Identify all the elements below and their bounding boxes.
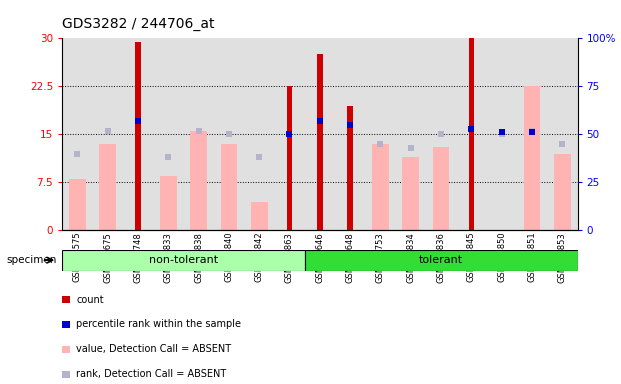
Text: non-tolerant: non-tolerant — [149, 255, 218, 265]
Bar — [317, 55, 322, 230]
Bar — [135, 41, 140, 230]
Bar — [524, 86, 540, 230]
Bar — [372, 144, 389, 230]
Bar — [347, 106, 353, 230]
Bar — [62, 250, 305, 271]
Bar — [305, 250, 578, 271]
Text: tolerant: tolerant — [419, 255, 463, 265]
Text: percentile rank within the sample: percentile rank within the sample — [76, 319, 241, 329]
Bar — [99, 144, 116, 230]
Text: rank, Detection Call = ABSENT: rank, Detection Call = ABSENT — [76, 369, 227, 379]
Text: specimen: specimen — [6, 255, 57, 265]
Bar — [287, 86, 292, 230]
Bar — [402, 157, 419, 230]
Bar — [554, 154, 571, 230]
Bar — [469, 38, 474, 230]
Text: GDS3282 / 244706_at: GDS3282 / 244706_at — [62, 17, 215, 31]
Text: value, Detection Call = ABSENT: value, Detection Call = ABSENT — [76, 344, 231, 354]
Bar — [69, 179, 86, 230]
Text: count: count — [76, 295, 104, 305]
Bar — [160, 176, 176, 230]
Bar — [190, 131, 207, 230]
Bar — [433, 147, 450, 230]
Bar — [220, 144, 237, 230]
Bar — [251, 202, 268, 230]
